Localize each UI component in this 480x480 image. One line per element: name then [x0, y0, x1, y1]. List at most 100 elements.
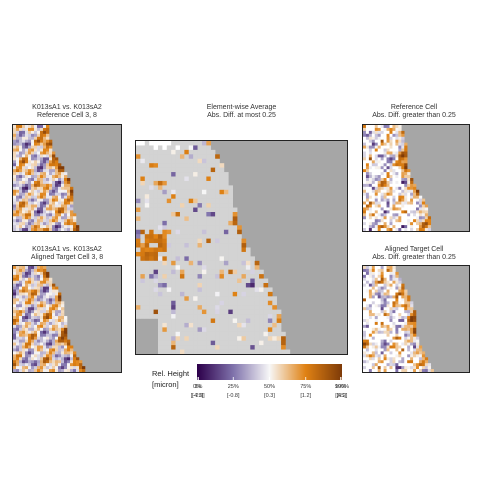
- target-small-cell: [43, 333, 47, 337]
- ref-small-cell: [13, 210, 17, 214]
- ref-small-cell: [28, 157, 32, 161]
- target-diff-cell: [401, 295, 405, 299]
- target-diff-cell: [392, 327, 396, 332]
- ref-small-cell: [13, 172, 17, 176]
- ref-diff-cell: [404, 189, 408, 194]
- target-small-cell: [46, 345, 50, 349]
- ref-diff-cell: [395, 145, 399, 149]
- ref-diff-cell: [380, 142, 384, 146]
- average-cell: [219, 287, 225, 293]
- ref-diff-cell: [383, 172, 387, 176]
- average-cell: [184, 154, 190, 160]
- target-diff-cell: [386, 327, 390, 332]
- target-diff-cell: [410, 360, 414, 364]
- ref-diff-cell: [389, 222, 393, 226]
- average-cell: [219, 265, 225, 270]
- ref-small-cell: [46, 133, 50, 138]
- ref-small-cell: [52, 175, 56, 179]
- ref-small-cell: [31, 166, 35, 170]
- ref-small-cell: [40, 225, 44, 229]
- target-small-cell: [55, 324, 59, 329]
- ref-diff-cell: [413, 195, 417, 199]
- legend-swatch: [268, 364, 270, 380]
- ref-diff-cell: [368, 175, 373, 179]
- target-small-cell: [34, 339, 38, 343]
- average-cell: [162, 331, 168, 337]
- average-cell: [184, 158, 190, 164]
- ref-small-cell: [58, 180, 62, 185]
- ref-diff-cell: [377, 125, 381, 129]
- ref-small-cell: [25, 180, 29, 185]
- ref-small-cell: [46, 157, 50, 161]
- target-small-cell: [43, 271, 47, 276]
- legend-swatch: [334, 364, 336, 380]
- ref-small-cell: [58, 166, 62, 170]
- average-cell: [232, 238, 238, 244]
- legend-swatch: [320, 364, 322, 380]
- ref-small-cell: [58, 183, 62, 188]
- ref-small-cell: [22, 178, 26, 182]
- average-cell: [254, 300, 260, 306]
- target-diff-cell: [371, 301, 376, 305]
- average-cell: [166, 331, 172, 337]
- target-small-cell: [46, 286, 50, 290]
- average-cell: [179, 345, 185, 350]
- average-cell: [166, 158, 172, 164]
- average-cell: [228, 265, 234, 270]
- ref-small-cell: [43, 204, 47, 208]
- average-cell: [272, 349, 277, 354]
- legend-swatch: [299, 364, 301, 380]
- ref-small-cell: [76, 228, 80, 231]
- average-cell: [245, 349, 251, 354]
- ref-small-cell: [64, 198, 68, 202]
- ref-diff-cell: [380, 151, 384, 155]
- average-cell: [206, 269, 212, 275]
- average-cell: [175, 278, 181, 284]
- average-cell: [223, 198, 229, 204]
- target-small-cell: [16, 280, 20, 284]
- target-diff-cell: [365, 271, 370, 276]
- ref-diff-cell: [395, 160, 399, 164]
- ref-diff-cell: [413, 222, 417, 226]
- target-small-cell: [40, 360, 44, 364]
- average-cell: [153, 278, 159, 284]
- ref-small-cell: [64, 204, 68, 208]
- target-small-cell: [31, 366, 35, 370]
- average-cell: [245, 300, 251, 306]
- average-cell: [184, 251, 190, 257]
- ref-small-cell: [13, 186, 17, 191]
- ref-small-cell: [37, 157, 41, 161]
- legend-swatch: [319, 364, 321, 380]
- ref-small-cell: [43, 186, 47, 191]
- average-cell: [259, 300, 264, 306]
- target-small-cell: [19, 319, 23, 323]
- target-small-cell: [46, 298, 50, 302]
- target-diff-cell: [374, 327, 379, 332]
- average-cell: [188, 251, 194, 257]
- target-diff-cell: [377, 268, 381, 273]
- ref-diff-cell: [365, 207, 370, 211]
- average-cell: [210, 216, 216, 222]
- ref-small-cell: [13, 213, 17, 217]
- average-cell: [276, 345, 282, 350]
- target-diff-cell: [374, 295, 379, 299]
- ref-diff-cell: [365, 186, 370, 191]
- ref-small-cell: [19, 207, 23, 211]
- ref-small-cell: [58, 210, 62, 214]
- average-cell: [201, 207, 207, 213]
- target-diff-cell: [363, 321, 367, 326]
- target-small-cell: [25, 316, 29, 320]
- average-cell: [149, 287, 154, 293]
- average-cell: [206, 309, 212, 315]
- target-small-cell: [13, 295, 17, 299]
- ref-small-cell: [52, 195, 56, 199]
- target-diff-cell: [368, 304, 373, 308]
- target-diff-cell: [365, 283, 370, 287]
- target-small-cell: [55, 348, 59, 352]
- target-small-cell: [13, 304, 17, 308]
- legend-swatch: [254, 364, 256, 380]
- average-cell: [166, 198, 172, 204]
- legend-micron-label: [-2.9]: [192, 393, 205, 399]
- average-cell: [254, 349, 260, 354]
- ref-small-cell: [58, 219, 62, 223]
